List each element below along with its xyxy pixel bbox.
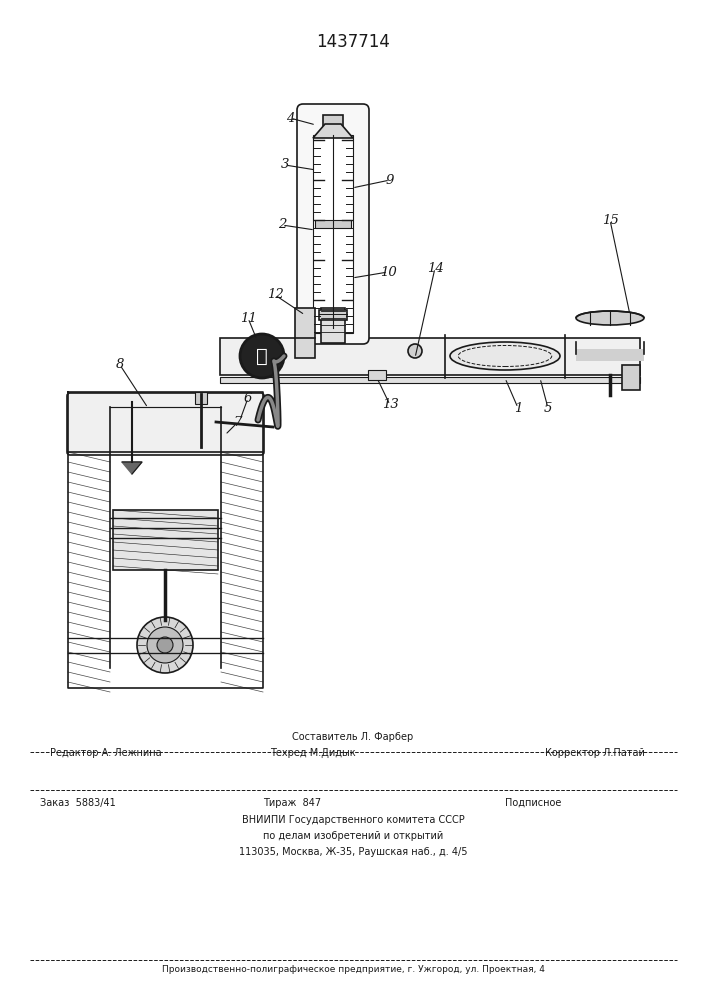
Circle shape [147,627,183,663]
Circle shape [137,617,193,673]
Text: Заказ  5883/41: Заказ 5883/41 [40,798,116,808]
Text: Корректор Л.Патай: Корректор Л.Патай [545,748,645,758]
Bar [321,308,345,343]
Bar [220,338,640,375]
Text: 4: 4 [286,111,294,124]
Text: Ⓗ: Ⓗ [256,347,268,365]
Ellipse shape [576,311,644,325]
Text: 12: 12 [267,288,284,302]
Text: 2: 2 [278,219,286,232]
Bar [323,115,343,130]
Text: по делам изобретений и открытий: по делам изобретений и открытий [263,831,443,841]
Bar [220,377,640,383]
Bar [195,392,207,404]
Text: 7: 7 [234,416,243,428]
Polygon shape [313,124,353,138]
Bar [622,365,640,390]
Text: 113035, Москва, Ж-35, Раушская наб., д. 4/5: 113035, Москва, Ж-35, Раушская наб., д. … [239,847,467,857]
Circle shape [240,334,284,378]
Text: 9: 9 [386,174,395,186]
Text: 3: 3 [281,158,289,172]
Bar [113,510,218,570]
Text: 11: 11 [240,312,257,324]
Bar [576,349,644,361]
Text: 1: 1 [514,401,522,414]
Text: 10: 10 [380,265,397,278]
Ellipse shape [450,342,560,370]
Text: Тираж  847: Тираж 847 [263,798,321,808]
Text: Составитель Л. Фарбер: Составитель Л. Фарбер [293,732,414,742]
Bar [295,308,315,358]
Text: Техред М.Дидык: Техред М.Дидык [270,748,356,758]
FancyBboxPatch shape [297,104,369,344]
Text: Редактор А. Лежнина: Редактор А. Лежнина [50,748,162,758]
Bar [313,135,353,333]
FancyBboxPatch shape [67,393,264,455]
Text: 8: 8 [116,359,124,371]
Text: 1437714: 1437714 [316,33,390,51]
Text: Производственно-полиграфическое предприятие, г. Ужгород, ул. Проектная, 4: Производственно-полиграфическое предприя… [162,966,544,974]
Circle shape [408,344,422,358]
Bar [368,370,386,380]
Text: 14: 14 [426,261,443,274]
Bar [315,220,351,228]
Bar [319,310,347,320]
Text: 6: 6 [244,391,252,404]
Text: ВНИИПИ Государственного комитета СССР: ВНИИПИ Государственного комитета СССР [242,815,464,825]
Text: 15: 15 [602,214,619,227]
Circle shape [157,637,173,653]
Text: 13: 13 [382,398,398,412]
Text: Подписное: Подписное [505,798,561,808]
Text: 5: 5 [544,401,552,414]
Polygon shape [122,462,142,474]
